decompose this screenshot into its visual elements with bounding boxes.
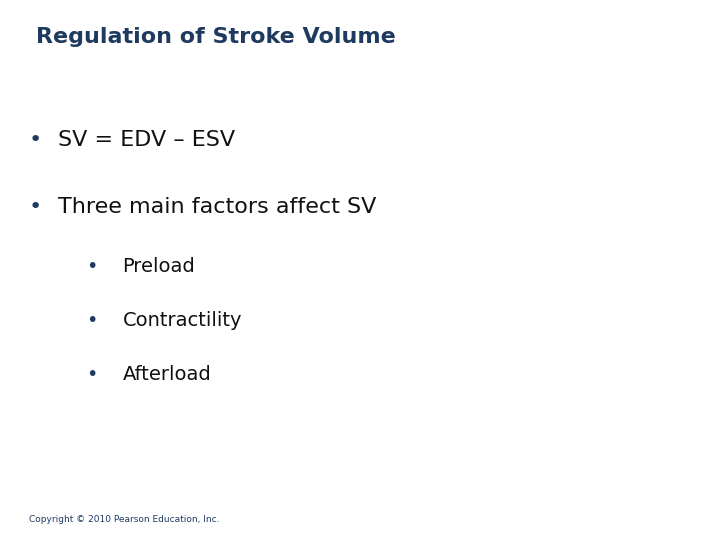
- Text: Preload: Preload: [122, 256, 195, 275]
- Text: •: •: [86, 310, 98, 329]
- Text: •: •: [29, 197, 42, 217]
- Text: Regulation of Stroke Volume: Regulation of Stroke Volume: [36, 27, 396, 47]
- Text: SV = EDV – ESV: SV = EDV – ESV: [58, 130, 235, 150]
- Text: Three main factors affect SV: Three main factors affect SV: [58, 197, 376, 217]
- Text: •: •: [86, 364, 98, 383]
- Text: Afterload: Afterload: [122, 364, 211, 383]
- Text: •: •: [29, 130, 42, 150]
- Text: Contractility: Contractility: [122, 310, 242, 329]
- Text: Copyright © 2010 Pearson Education, Inc.: Copyright © 2010 Pearson Education, Inc.: [29, 515, 220, 524]
- Text: •: •: [86, 256, 98, 275]
